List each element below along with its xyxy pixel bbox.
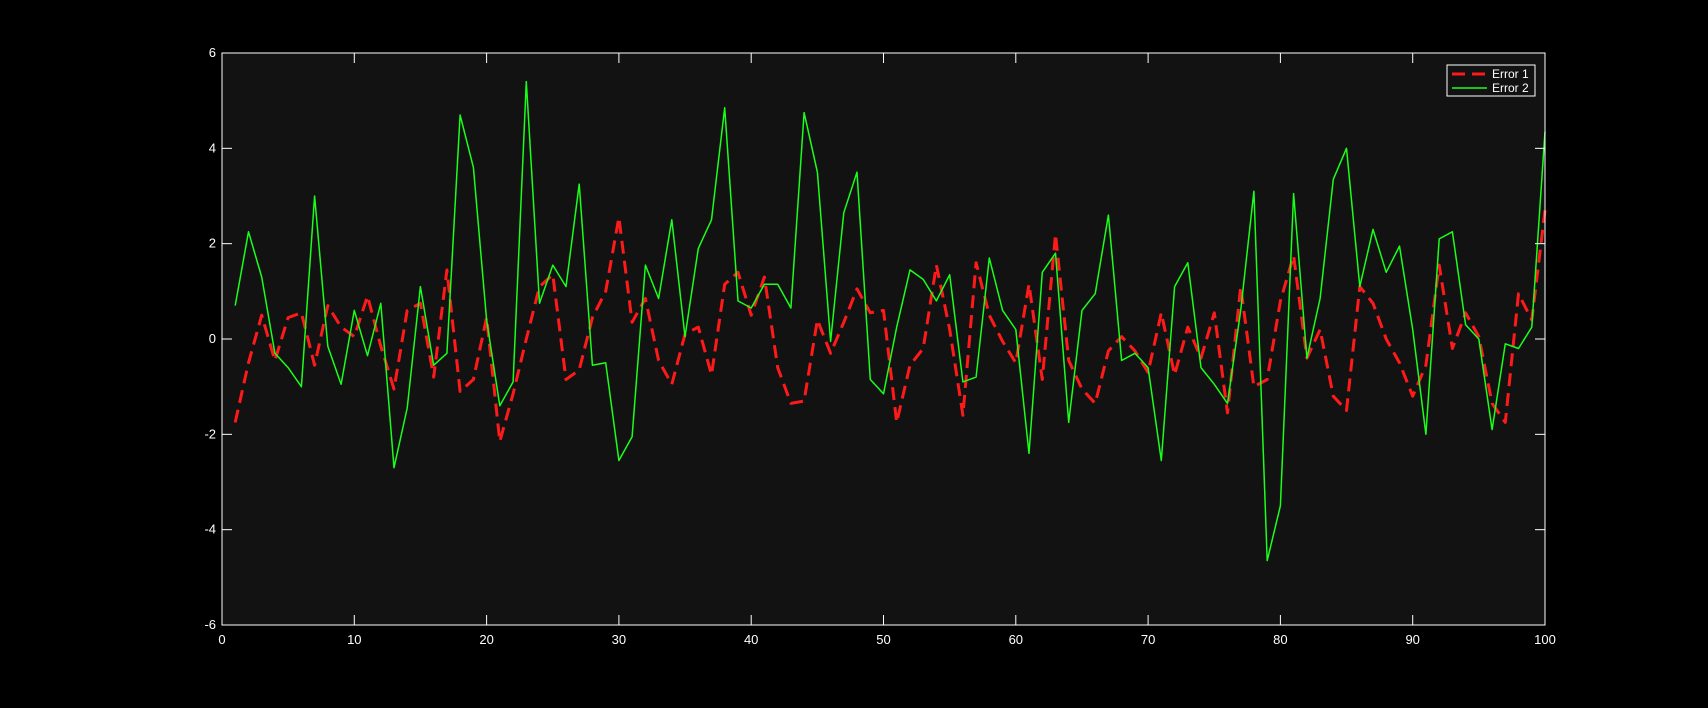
- y-tick-label: -2: [204, 426, 216, 441]
- x-tick-label: 10: [347, 632, 361, 647]
- x-tick-label: 50: [876, 632, 890, 647]
- legend-box: [1446, 64, 1536, 97]
- y-tick-label: 2: [209, 236, 216, 251]
- x-tick-label: 90: [1405, 632, 1419, 647]
- x-tick-label: 0: [218, 632, 225, 647]
- plot-area-background: [222, 53, 1545, 625]
- series-line-2: [234, 80, 1546, 562]
- x-tick-label: 70: [1141, 632, 1155, 647]
- y-tick-label: -4: [204, 522, 216, 537]
- legend-label-2: Error 2: [1492, 81, 1529, 95]
- legend-label-1: Error 1: [1492, 67, 1529, 81]
- y-tick-label: 0: [209, 331, 216, 346]
- axis-ticks: 0 10 20 30 40 50 60 70 80 90 100 -6 -4 -2 0 2 4 6: [204, 45, 1555, 647]
- y-tick-label: 4: [209, 140, 216, 155]
- x-tick-label: 30: [612, 632, 626, 647]
- series-layer: [233, 80, 1547, 562]
- x-tick-label: 20: [479, 632, 493, 647]
- y-tick-label: -6: [204, 617, 216, 632]
- x-tick-label: 40: [744, 632, 758, 647]
- x-tick-label: 60: [1009, 632, 1023, 647]
- x-tick-label: 100: [1534, 632, 1556, 647]
- x-tick-label: 80: [1273, 632, 1287, 647]
- y-tick-label: 6: [209, 45, 216, 60]
- series-line-1: [233, 210, 1547, 443]
